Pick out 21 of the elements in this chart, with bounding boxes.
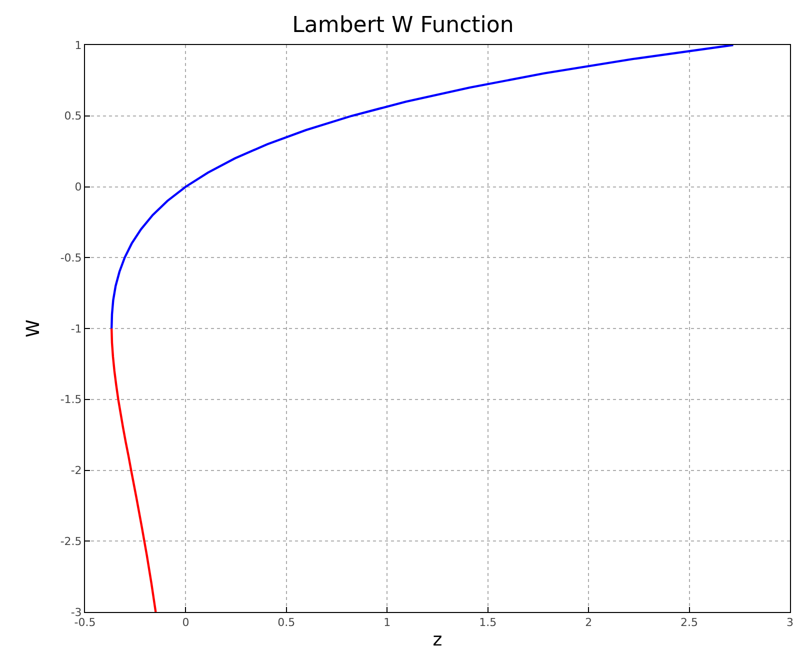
y-tick-label: 1 (74, 38, 82, 52)
x-tick-label: 0.5 (278, 616, 296, 630)
line-series (110, 327, 157, 612)
y-tick-label: -1 (70, 322, 82, 336)
chart-title: Lambert W Function (292, 12, 514, 38)
x-tick-label: 1.5 (479, 616, 497, 630)
x-tick-label: 2.5 (680, 616, 698, 630)
y-tick-label: -2 (70, 464, 82, 478)
y-tick-label: -1.5 (60, 393, 82, 406)
y-tick-label: -2.5 (60, 534, 82, 548)
x-axis-title: z (432, 629, 442, 650)
x-tick-label: 0 (182, 616, 190, 630)
y-tick-label: -0.5 (60, 251, 82, 264)
x-tick-label: 2 (585, 616, 592, 630)
x-tick-label: 1 (384, 616, 391, 630)
line-series (110, 45, 734, 330)
y-tick-label: 0 (74, 180, 82, 194)
y-tick-label: -3 (70, 606, 82, 619)
x-tick-label: 3 (786, 616, 794, 630)
y-tick-label: 0.5 (64, 110, 82, 123)
y-axis-title: W (23, 319, 44, 338)
